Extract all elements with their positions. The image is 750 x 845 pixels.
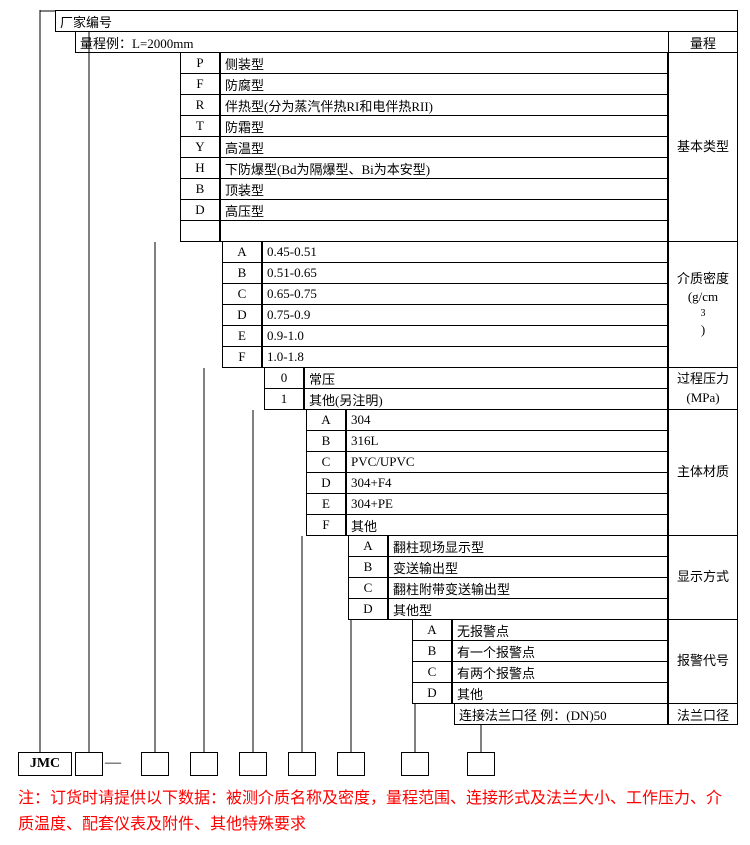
order-note: 注：订货时请提供以下数据：被测介质名称及密度，量程范围、连接形式及法兰大小、工作… xyxy=(18,786,728,837)
connector-lines xyxy=(0,0,750,845)
